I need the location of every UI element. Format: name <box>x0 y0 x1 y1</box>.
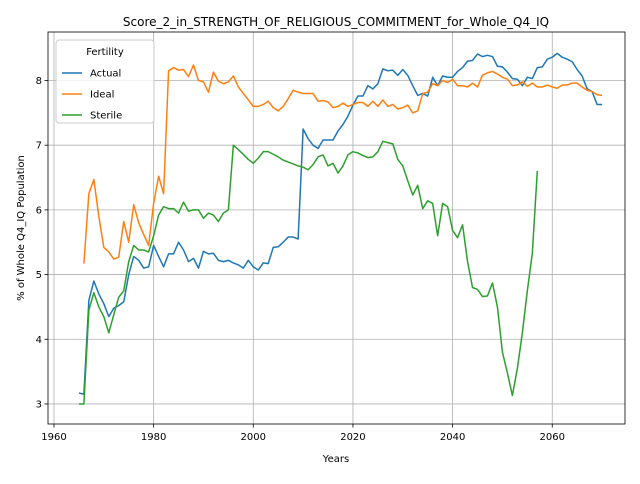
legend-title: Fertility <box>86 47 124 58</box>
y-tick-label: 7 <box>36 141 42 152</box>
y-tick-label: 6 <box>36 205 42 216</box>
legend-label: Actual <box>90 69 121 80</box>
x-tick-label: 1960 <box>41 432 66 443</box>
x-tick-label: 2000 <box>241 432 266 443</box>
x-axis-label: Years <box>322 454 349 465</box>
y-tick-label: 3 <box>36 399 42 410</box>
y-tick-label: 4 <box>36 335 42 346</box>
legend-box <box>55 39 155 124</box>
series-line <box>78 140 539 405</box>
y-tick-label: 5 <box>36 270 42 281</box>
chart-title: Score_2_in_STRENGTH_OF_RELIGIOUS_COMMITM… <box>123 15 549 29</box>
series-line <box>78 52 603 395</box>
y-tick-label: 8 <box>36 76 42 87</box>
x-tick-label: 2060 <box>540 432 565 443</box>
y-axis-label: % of Whole Q4_IQ Population <box>16 155 27 301</box>
plot-frame <box>47 31 626 425</box>
x-tick-label: 2020 <box>340 432 365 443</box>
legend-label: Ideal <box>90 90 114 101</box>
x-tick-label: 2040 <box>440 432 465 443</box>
legend-label: Sterile <box>90 111 122 122</box>
series-line <box>83 64 603 264</box>
x-tick-label: 1980 <box>141 432 166 443</box>
